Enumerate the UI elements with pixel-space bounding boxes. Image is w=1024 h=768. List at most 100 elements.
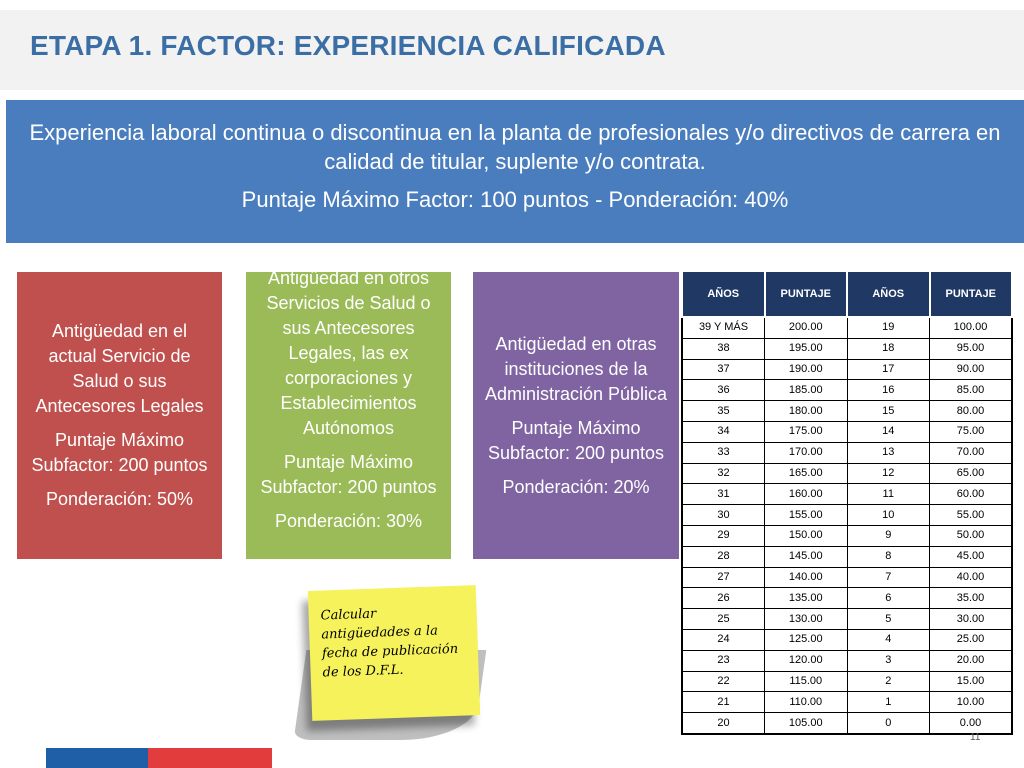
table-cell: 19 [846,315,930,339]
table-row: 30 155.00 10 55.00 [681,504,1013,526]
table-cell: 34 [681,420,765,443]
footer-flag-red-bar [148,748,272,768]
table-cell: 27 [681,566,765,589]
table-cell: 110.00 [764,691,848,714]
table-row: 39 Y MÁS 200.00 19 100.00 [681,315,1013,339]
table-row: 36 185.00 16 85.00 [681,379,1013,402]
table-cell: 45.00 [929,545,1013,568]
slide-title: ETAPA 1. FACTOR: EXPERIENCIA CALIFICADA [30,30,666,61]
score-table-container: AÑOS PUNTAJE AÑOS PUNTAJE 39 Y MÁS 200.00… [681,270,1013,735]
table-cell: 28 [681,545,765,568]
table-cell: 25 [681,608,765,630]
table-cell: 100.00 [929,315,1013,339]
table-cell: 0.00 [929,712,1013,735]
table-cell: 80.00 [929,400,1013,422]
table-cell: 190.00 [764,358,848,381]
table-cell: 21 [681,691,765,714]
page-number: 11 [970,732,981,743]
subfactor-box-current-service: Antigüedad en el actual Servicio de Salu… [17,272,222,559]
table-cell: 65.00 [929,462,1013,485]
table-cell: 75.00 [929,420,1013,443]
table-cell: 20.00 [929,649,1013,672]
table-cell: 85.00 [929,379,1013,402]
table-cell: 22 [681,670,765,693]
table-cell: 18 [846,337,930,360]
subfactor-name: Antigüedad en otras instituciones de la … [484,333,668,404]
subfactor-weight: Ponderación: 20% [502,476,650,497]
table-cell: 200.00 [764,315,848,339]
table-cell: 50.00 [929,524,1013,547]
table-cell: 30 [681,504,765,526]
subfactor-name: Antigüedad en el actual Servicio de Salu… [35,321,204,416]
table-cell: 15 [846,400,930,422]
factor-max-score: Puntaje Máximo Factor: 100 puntos - Pond… [241,187,789,212]
table-cell: 8 [846,545,930,568]
table-row: 26 135.00 6 35.00 [681,587,1013,610]
table-cell: 36 [681,379,765,402]
column-header: AÑOS [681,270,766,318]
table-cell: 180.00 [764,400,848,422]
table-row: 20 105.00 0 0.00 [681,712,1013,735]
table-cell: 140.00 [764,566,848,589]
table-row: 23 120.00 3 20.00 [681,649,1013,672]
subfactor-weight: Ponderación: 30% [274,511,423,531]
table-cell: 95.00 [929,337,1013,360]
table-row: 38 195.00 18 95.00 [681,337,1013,360]
table-body: 39 Y MÁS 200.00 19 100.00 38 195.00 18 95.00 37 1… [681,315,1013,735]
column-header: AÑOS [846,270,931,318]
table-cell: 150.00 [764,524,848,547]
table-cell: 0 [846,712,930,735]
table-cell: 195.00 [764,337,848,360]
table-row: 37 190.00 17 90.00 [681,358,1013,381]
subfactor-max-score: Puntaje Máximo Subfactor: 200 puntos [31,430,208,475]
table-cell: 3 [846,649,930,672]
table-cell: 23 [681,649,765,672]
table-cell: 11 [846,483,930,506]
table-cell: 165.00 [764,462,848,485]
table-cell: 29 [681,524,765,547]
table-cell: 155.00 [764,504,848,526]
table-cell: 24 [681,628,765,651]
table-cell: 2 [846,670,930,693]
table-cell: 15.00 [929,670,1013,693]
sticky-note-text: Calcular antigüedades a la fecha de publ… [320,606,459,681]
table-row: 21 110.00 1 10.00 [681,691,1013,714]
subfactor-box-other-services: Antigüedad en otros Servicios de Salud o… [246,272,451,559]
table-cell: 9 [846,524,930,547]
column-header: PUNTAJE [928,270,1013,318]
table-row: 27 140.00 7 40.00 [681,566,1013,589]
table-cell: 16 [846,379,930,402]
table-cell: 20 [681,712,765,735]
table-cell: 135.00 [764,587,848,610]
table-cell: 32 [681,462,765,485]
factor-description: Experiencia laboral continua o discontin… [29,120,1001,174]
table-cell: 4 [846,628,930,651]
table-cell: 120.00 [764,649,848,672]
score-table: AÑOS PUNTAJE AÑOS PUNTAJE 39 Y MÁS 200.00… [681,270,1013,735]
subfactor-name: Antigüedad en otros Servicios de Salud o… [266,272,431,438]
table-cell: 125.00 [764,628,848,651]
table-cell: 35.00 [929,587,1013,610]
table-row: 32 165.00 12 65.00 [681,462,1013,485]
factor-banner: Experiencia laboral continua o discontin… [6,100,1024,243]
table-row: 25 130.00 5 30.00 [681,608,1013,630]
table-cell: 160.00 [764,483,848,506]
table-cell: 55.00 [929,504,1013,526]
sticky-note: Calcular antigüedades a la fecha de publ… [307,585,481,721]
table-cell: 115.00 [764,670,848,693]
table-cell: 130.00 [764,608,848,630]
table-cell: 33 [681,441,765,464]
table-cell: 185.00 [764,379,848,402]
table-cell: 30.00 [929,608,1013,630]
table-cell: 170.00 [764,441,848,464]
table-row: 22 115.00 2 15.00 [681,670,1013,693]
table-header-row: AÑOS PUNTAJE AÑOS PUNTAJE [681,270,1013,318]
column-header: PUNTAJE [763,270,848,318]
table-cell: 5 [846,608,930,630]
table-cell: 35 [681,400,765,422]
table-cell: 105.00 [764,712,848,735]
table-cell: 10.00 [929,691,1013,714]
table-cell: 40.00 [929,566,1013,589]
table-row: 28 145.00 8 45.00 [681,545,1013,568]
footer-flag-blue-bar [46,748,148,768]
